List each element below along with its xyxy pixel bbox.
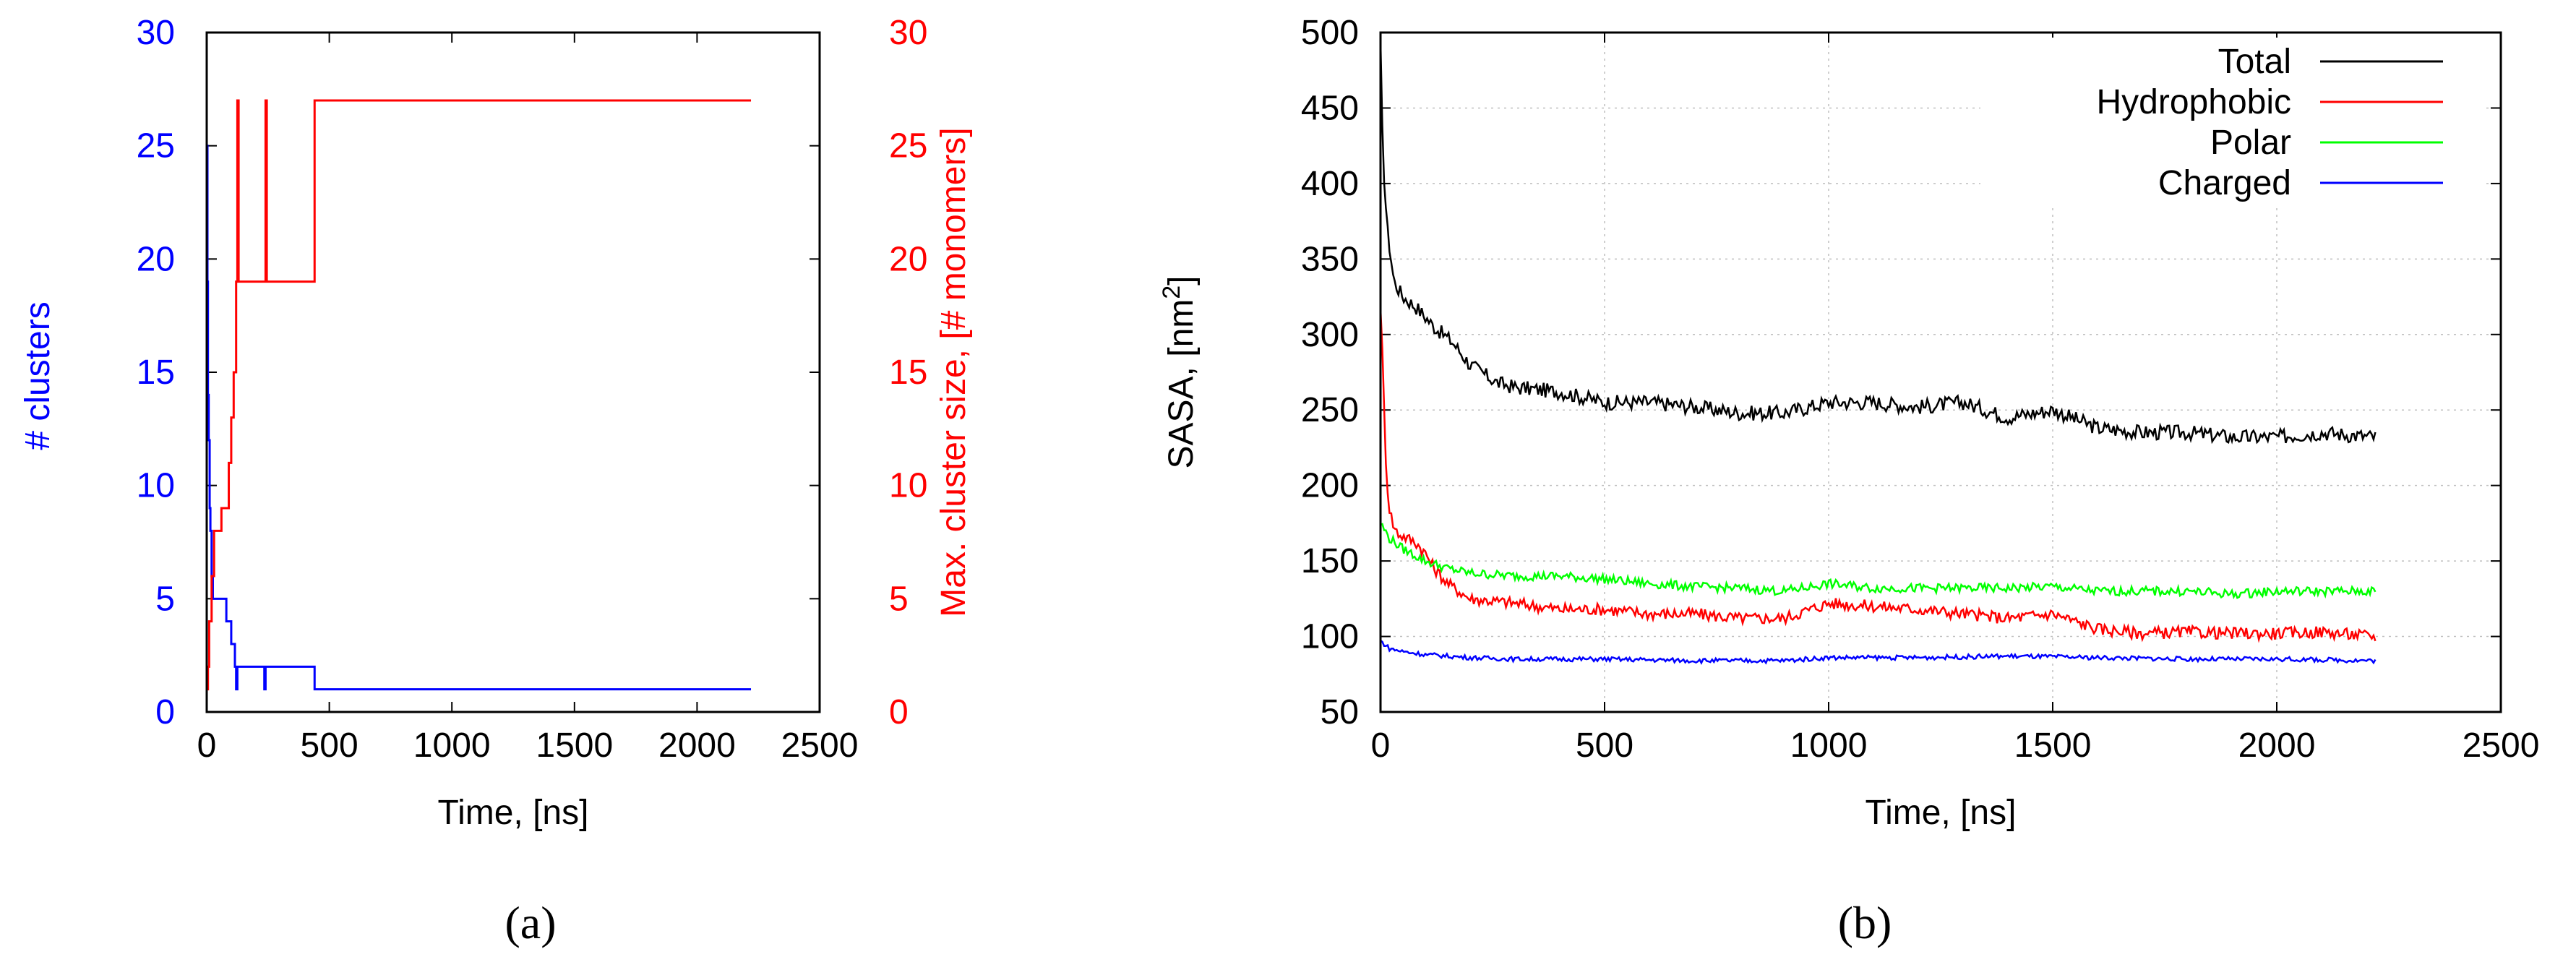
b-series-line-polar [1380, 523, 2377, 600]
a-x-tick-label: 1500 [536, 726, 613, 765]
a-left-tick-label: 15 [137, 353, 175, 392]
b-x-tick-label: 2500 [2463, 726, 2540, 765]
a-right-tick-label: 5 [889, 580, 909, 618]
a-left-tick-label: 0 [155, 693, 175, 731]
panel-b-x-ticks: 0 500 1000 1500 2000 2500 [1371, 33, 2540, 765]
b-legend-label: Total [2218, 43, 2291, 81]
panel-a-left-y-axis-label: # clusters [19, 301, 57, 450]
b-series-line-charged [1380, 640, 2377, 665]
panel-b-plot-frame [1379, 31, 2502, 713]
a-x-tick-label: 0 [197, 726, 217, 765]
a-left-tick-label: 25 [137, 127, 175, 166]
panel-a-series [206, 99, 752, 691]
b-y-tick-label: 450 [1301, 89, 1359, 127]
a-right-tick-label: 25 [889, 127, 927, 166]
a-x-tick-label: 2000 [658, 726, 736, 765]
b-x-tick-label: 1500 [2014, 726, 2092, 765]
b-y-tick-label: 200 [1301, 467, 1359, 505]
a-x-tick-label: 500 [301, 726, 359, 765]
panel-b-label: (b) [1838, 897, 1892, 948]
panel-a-label: (a) [505, 897, 556, 948]
panel-b-series [1379, 41, 2377, 665]
a-left-tick-label: 5 [155, 580, 175, 618]
panel-b-y-ticks: 50 100 150 200 250 300 350 400 450 500 [1301, 14, 2501, 731]
b-series-line-hydrophobic [1379, 309, 2377, 643]
b-y-tick-label: 50 [1321, 693, 1359, 731]
a-right-tick-label: 10 [889, 467, 927, 505]
panel-a-plot-frame [205, 31, 821, 713]
b-legend-label: Hydrophobic [2097, 83, 2291, 121]
b-y-tick-label: 150 [1301, 542, 1359, 580]
b-x-tick-label: 2000 [2238, 726, 2316, 765]
b-y-tick-label: 350 [1301, 240, 1359, 278]
b-y-tick-label: 100 [1301, 618, 1359, 656]
a-x-tick-label: 1000 [413, 726, 491, 765]
b-y-tick-label: 250 [1301, 391, 1359, 429]
a-right-tick-label: 30 [889, 14, 927, 52]
a-left-tick-label: 30 [137, 14, 175, 52]
b-series-line-total [1379, 41, 2377, 445]
a-right-tick-label: 15 [889, 353, 927, 392]
panel-a-left-y-ticks: 0 5 10 15 20 25 30 [137, 14, 217, 731]
a-x-tick-label: 2500 [781, 726, 859, 765]
panel-a-chart: 0 5 10 15 20 25 30 0 5 10 15 20 25 30 0 500 1000 1500 20… [19, 14, 973, 948]
b-x-tick-label: 0 [1371, 726, 1391, 765]
a-series-line-clusters [206, 145, 752, 691]
a-left-tick-label: 20 [137, 240, 175, 278]
a-series-line-max-cluster-size [207, 99, 752, 691]
b-x-tick-label: 500 [1576, 726, 1633, 765]
panel-b-chart: 50 100 150 200 250 300 350 400 450 500 0 500 1000 15… [1158, 14, 2539, 948]
panel-a-x-axis-label: Time, [ns] [438, 794, 589, 832]
b-y-tick-label: 500 [1301, 14, 1359, 52]
b-y-tick-label: 400 [1301, 165, 1359, 203]
b-y-tick-label: 300 [1301, 316, 1359, 354]
a-left-tick-label: 10 [137, 467, 175, 505]
panel-b-x-axis-label: Time, [ns] [1866, 794, 2017, 832]
panel-a-right-y-axis-label: Max. cluster size, [# monomers] [935, 127, 973, 617]
b-legend-label: Charged [2158, 164, 2291, 202]
b-x-tick-label: 1000 [1790, 726, 1868, 765]
b-legend-label: Polar [2210, 124, 2291, 162]
a-right-tick-label: 0 [889, 693, 909, 731]
panel-a-right-y-ticks: 0 5 10 15 20 25 30 [810, 14, 927, 731]
panel-b-y-axis-label: SASA, [nm2] [1158, 275, 1201, 468]
a-right-tick-label: 20 [889, 240, 927, 278]
panel-a-x-ticks: 0 500 1000 1500 2000 2500 [197, 33, 859, 765]
b-legend-background [1980, 38, 2486, 204]
